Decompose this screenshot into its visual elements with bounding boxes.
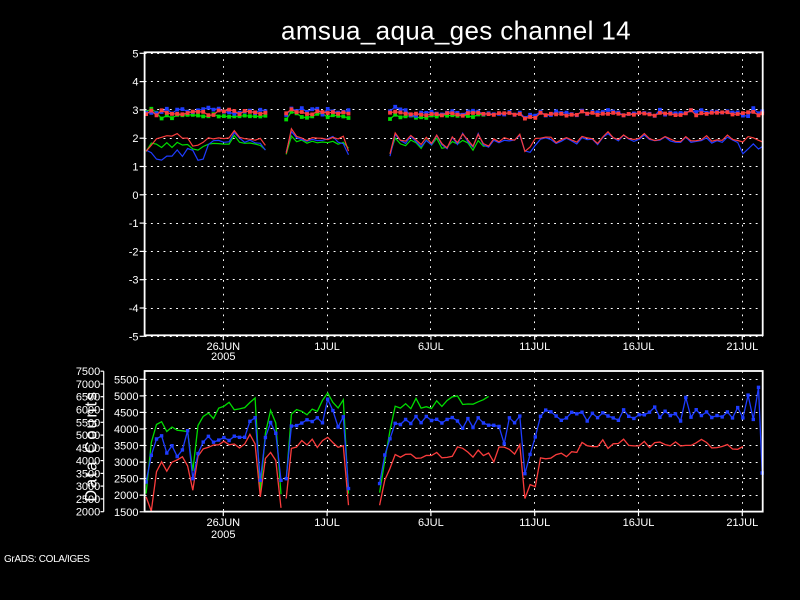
svg-text:16JUL: 16JUL [623, 341, 655, 353]
svg-text:4500: 4500 [76, 443, 100, 455]
svg-text:GrADS: COLA/IGES: GrADS: COLA/IGES [4, 554, 90, 565]
svg-text:1: 1 [132, 162, 138, 174]
svg-text:5000: 5000 [76, 430, 100, 442]
svg-text:21JUL: 21JUL [726, 517, 758, 529]
svg-text:-1: -1 [129, 218, 139, 230]
svg-text:6JUL: 6JUL [418, 517, 444, 529]
svg-text:6000: 6000 [76, 405, 100, 417]
svg-text:2000: 2000 [76, 507, 100, 519]
svg-text:21JUL: 21JUL [726, 341, 758, 353]
svg-text:11JUL: 11JUL [519, 517, 550, 529]
svg-text:26JUN: 26JUN [206, 341, 240, 353]
svg-text:amsua_aqua_ges channel 14: amsua_aqua_ges channel 14 [281, 15, 631, 45]
svg-text:-3: -3 [129, 275, 139, 287]
svg-text:6500: 6500 [76, 392, 100, 404]
svg-text:7500: 7500 [76, 366, 100, 378]
svg-text:Data Counts: Data Counts [83, 390, 101, 502]
svg-text:3: 3 [132, 105, 138, 117]
svg-text:2500: 2500 [114, 474, 138, 486]
svg-text:4500: 4500 [114, 407, 138, 419]
svg-text:3500: 3500 [76, 468, 100, 480]
svg-text:2: 2 [132, 133, 138, 145]
svg-text:2000: 2000 [114, 490, 138, 502]
svg-text:16JUL: 16JUL [623, 517, 655, 529]
svg-text:1JUL: 1JUL [314, 517, 340, 529]
svg-text:4000: 4000 [114, 424, 138, 436]
svg-text:3500: 3500 [114, 441, 138, 453]
svg-text:4000: 4000 [76, 456, 100, 468]
svg-text:11JUL: 11JUL [519, 341, 550, 353]
svg-text:-2: -2 [129, 246, 139, 258]
svg-text:1JUL: 1JUL [314, 341, 340, 353]
svg-text:-5: -5 [129, 331, 139, 343]
svg-text:26JUN: 26JUN [206, 517, 240, 529]
svg-text:7000: 7000 [76, 379, 100, 391]
svg-text:3000: 3000 [114, 457, 138, 469]
svg-text:6JUL: 6JUL [418, 341, 444, 353]
svg-text:5500: 5500 [114, 374, 138, 386]
svg-text:0: 0 [132, 190, 138, 202]
svg-text:2005: 2005 [211, 351, 235, 363]
svg-text:5500: 5500 [76, 417, 100, 429]
svg-text:4: 4 [132, 77, 138, 89]
svg-text:-4: -4 [129, 303, 139, 315]
svg-text:5: 5 [132, 48, 138, 60]
svg-text:2500: 2500 [76, 494, 100, 506]
svg-text:2005: 2005 [211, 529, 235, 541]
svg-text:1500: 1500 [114, 507, 138, 519]
svg-text:5000: 5000 [114, 391, 138, 403]
svg-text:3000: 3000 [76, 481, 100, 493]
